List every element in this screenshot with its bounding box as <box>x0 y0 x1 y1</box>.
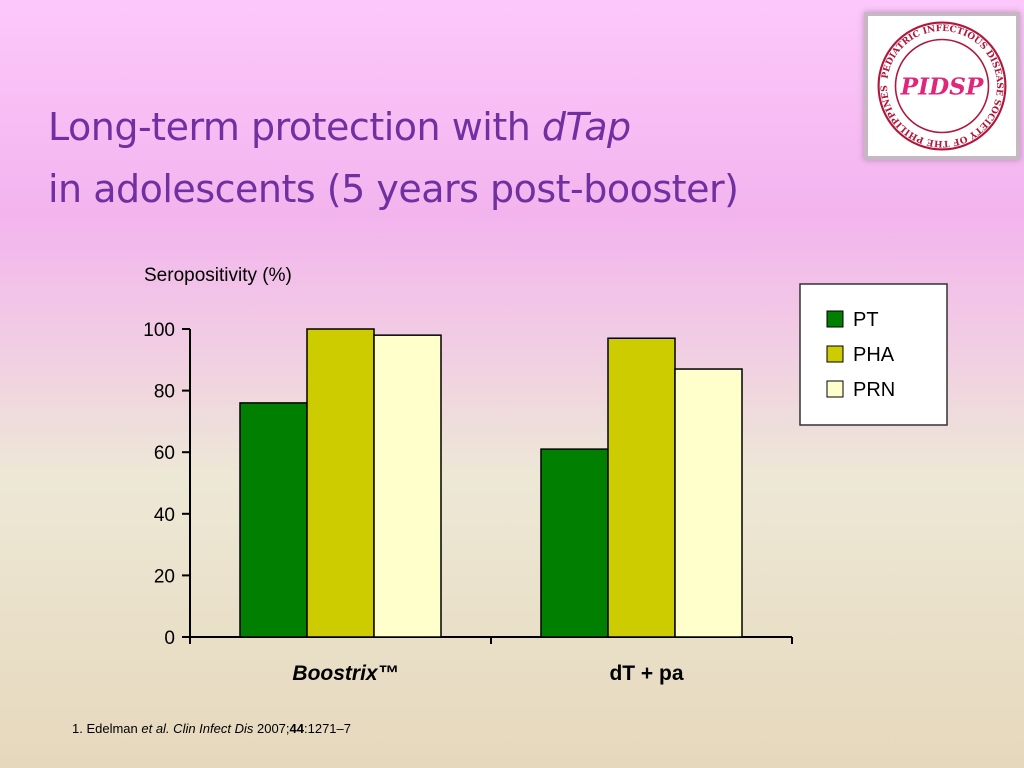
citation-footnote: 1. Edelman et al. Clin Infect Dis 2007;4… <box>72 721 351 736</box>
bar-pha-1 <box>306 328 375 638</box>
y-axis-label: Seropositivity (%) <box>144 265 292 286</box>
logo-center-text: PIDSP <box>900 73 985 100</box>
x-category-label: dT + pa <box>609 662 683 685</box>
legend-label-pha: PHA <box>853 344 895 366</box>
x-category-label: Boostrix™ <box>292 662 398 685</box>
y-tick-label: 60 <box>154 443 175 464</box>
pidsp-logo: PEDIATRIC INFECTIOUS DISEASE SOCIETY OF … <box>864 12 1020 160</box>
pidsp-seal-logo-icon: PEDIATRIC INFECTIOUS DISEASE SOCIETY OF … <box>877 21 1007 151</box>
slide-title: Long-term protection with dTap in adoles… <box>48 96 739 220</box>
y-tick-label: 0 <box>164 628 175 649</box>
bar-prn-1 <box>373 334 442 638</box>
legend-label-pt: PT <box>853 309 879 331</box>
bar-pha-2 <box>607 337 676 638</box>
bar-pt-2 <box>540 448 609 638</box>
legend-box <box>799 283 948 426</box>
legend-swatch-pt <box>826 310 844 328</box>
y-tick-label: 80 <box>154 382 175 403</box>
y-tick-label: 40 <box>154 505 175 526</box>
legend-swatch-pha <box>826 345 844 363</box>
legend-swatch-prn <box>826 380 844 398</box>
bar-pt-1 <box>239 402 308 638</box>
title-line-1: Long-term protection with dTap <box>48 105 631 149</box>
bar-prn-2 <box>674 368 743 638</box>
y-tick-label: 20 <box>154 566 175 587</box>
y-tick-label: 100 <box>143 320 175 341</box>
legend-label-prn: PRN <box>853 379 895 401</box>
title-line-2: in adolescents (5 years post-booster) <box>48 167 739 211</box>
